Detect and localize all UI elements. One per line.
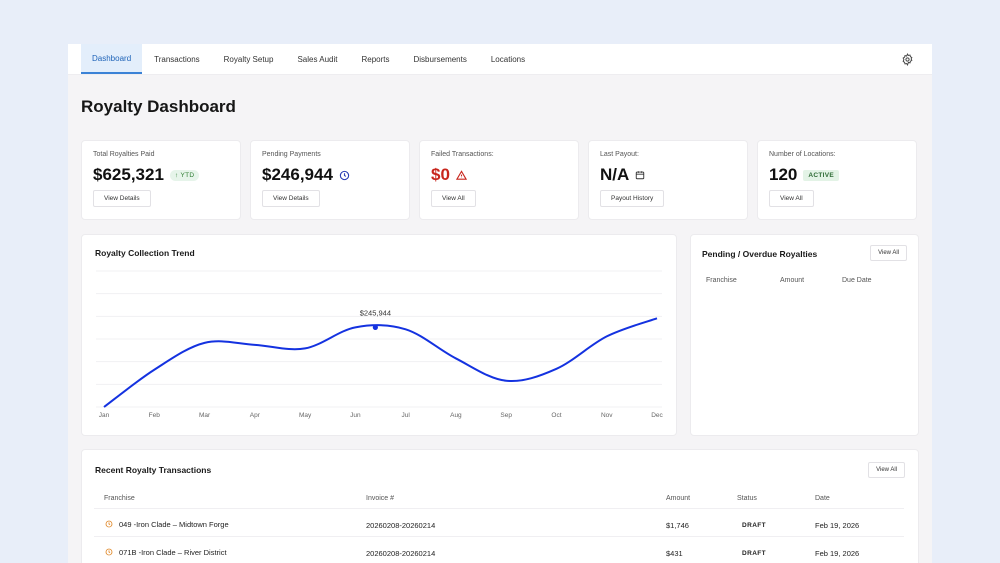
column-header-due-date: Due Date: [842, 277, 872, 284]
x-axis-label: Jul: [401, 412, 410, 419]
view-all-button[interactable]: View All: [868, 462, 905, 478]
card-last-payout: Last Payout: N/A Payout History: [588, 140, 748, 220]
active-badge: ACTIVE: [803, 169, 840, 181]
card-label: Pending Payments: [262, 151, 321, 158]
card-value: $0: [431, 165, 450, 184]
pending-title: Pending / Overdue Royalties: [702, 249, 818, 259]
franchise-name[interactable]: 049 -Iron Clade – Midtown Forge: [119, 520, 229, 529]
date: Feb 19, 2026: [815, 521, 860, 530]
x-axis-label: Sep: [500, 412, 512, 419]
highlight-label: $245,944: [360, 308, 391, 317]
invoice-number: 20260208-20260214: [366, 521, 436, 530]
tab-transactions[interactable]: Transactions: [154, 54, 200, 64]
column-header-franchise: Franchise: [104, 495, 135, 502]
tab-sales-audit[interactable]: Sales Audit: [297, 54, 338, 64]
trend-line: [103, 317, 658, 408]
view-details-button[interactable]: View Details: [262, 190, 320, 207]
amount: $1,746: [666, 521, 689, 530]
column-header-invoice: Invoice #: [366, 495, 395, 502]
date: Feb 19, 2026: [815, 549, 860, 558]
card-failed-transactions: Failed Transactions: $0 View All: [419, 140, 579, 220]
chart-title: Royalty Collection Trend: [95, 248, 195, 258]
tab-royalty-setup[interactable]: Royalty Setup: [223, 54, 274, 64]
column-header-amount: Amount: [666, 495, 691, 502]
calendar-icon: [636, 171, 645, 180]
recent-transactions-panel: Recent Royalty Transactions View All Fra…: [81, 449, 919, 563]
summary-cards: Total Royalties Paid $625,321 ↑ YTD View…: [81, 140, 917, 220]
tab-dashboard[interactable]: Dashboard: [81, 44, 143, 74]
x-axis-label: Nov: [601, 412, 613, 419]
clock-icon: [339, 170, 350, 180]
page-title: Royalty Dashboard: [81, 97, 236, 116]
header-divider: [94, 508, 904, 509]
x-axis-label: Aug: [450, 412, 462, 419]
card-value: $625,321: [93, 165, 164, 184]
column-header-franchise: Franchise: [706, 277, 737, 284]
highlight-point[interactable]: [372, 324, 378, 330]
card-total-royalties: Total Royalties Paid $625,321 ↑ YTD View…: [81, 140, 241, 220]
tab-disbursements[interactable]: Disbursements: [413, 54, 467, 64]
pending-overdue-panel: Pending / Overdue Royalties View All Fra…: [690, 234, 919, 436]
x-axis-label: Feb: [149, 412, 161, 419]
franchise-name[interactable]: 071B -Iron Clade – River District: [119, 548, 227, 557]
x-axis-label: Apr: [250, 412, 261, 419]
x-axis-label: Mar: [199, 412, 211, 419]
card-label: Total Royalties Paid: [93, 151, 155, 158]
x-axis-label: Oct: [551, 412, 561, 419]
column-header-date: Date: [815, 495, 830, 502]
card-label: Number of Locations:: [769, 151, 836, 158]
card-label: Failed Transactions:: [431, 151, 494, 158]
trend-chart: Jan Feb Mar Apr May Jun Jul Aug Sep Oct Nov Dec $245…: [96, 270, 664, 419]
card-label: Last Payout:: [600, 151, 639, 158]
tab-reports[interactable]: Reports: [361, 54, 390, 64]
tab-locations[interactable]: Locations: [490, 54, 526, 64]
gear-icon[interactable]: [901, 53, 914, 66]
royalty-trend-panel: Royalty Collection Trend Jan Feb Mar Apr May…: [81, 234, 677, 436]
invoice-number: 20260208-20260214: [366, 549, 436, 558]
card-value: $246,944: [262, 165, 333, 184]
view-all-button[interactable]: View All: [431, 190, 476, 207]
column-header-amount: Amount: [780, 277, 805, 284]
pending-clock-icon: [105, 520, 113, 528]
ytd-badge: ↑ YTD: [169, 169, 200, 181]
pending-clock-icon: [105, 548, 113, 556]
x-axis-label: Dec: [651, 412, 663, 419]
card-value: 120: [769, 165, 798, 184]
transactions-title: Recent Royalty Transactions: [95, 465, 212, 475]
x-axis-label: Jun: [350, 412, 361, 419]
app-window: Dashboard Transactions Royalty Setup Sal…: [68, 44, 932, 563]
view-all-button[interactable]: View All: [870, 245, 907, 261]
warning-icon: [455, 169, 467, 180]
card-value: N/A: [600, 165, 630, 184]
status-badge: DRAFT: [742, 522, 767, 529]
x-axis-label: Jan: [99, 412, 110, 419]
view-all-button[interactable]: View All: [769, 190, 814, 207]
status-badge: DRAFT: [742, 550, 767, 557]
column-header-status: Status: [737, 495, 757, 502]
view-details-button[interactable]: View Details: [93, 190, 151, 207]
x-axis-label: May: [299, 412, 312, 419]
payout-history-button[interactable]: Payout History: [600, 190, 665, 207]
top-nav: Dashboard Transactions Royalty Setup Sal…: [68, 44, 932, 75]
row-divider: [94, 536, 904, 537]
card-pending-payments: Pending Payments $246,944 View Details: [250, 140, 410, 220]
card-locations: Number of Locations: 120 ACTIVE View All: [757, 140, 917, 220]
amount: $431: [666, 549, 683, 558]
